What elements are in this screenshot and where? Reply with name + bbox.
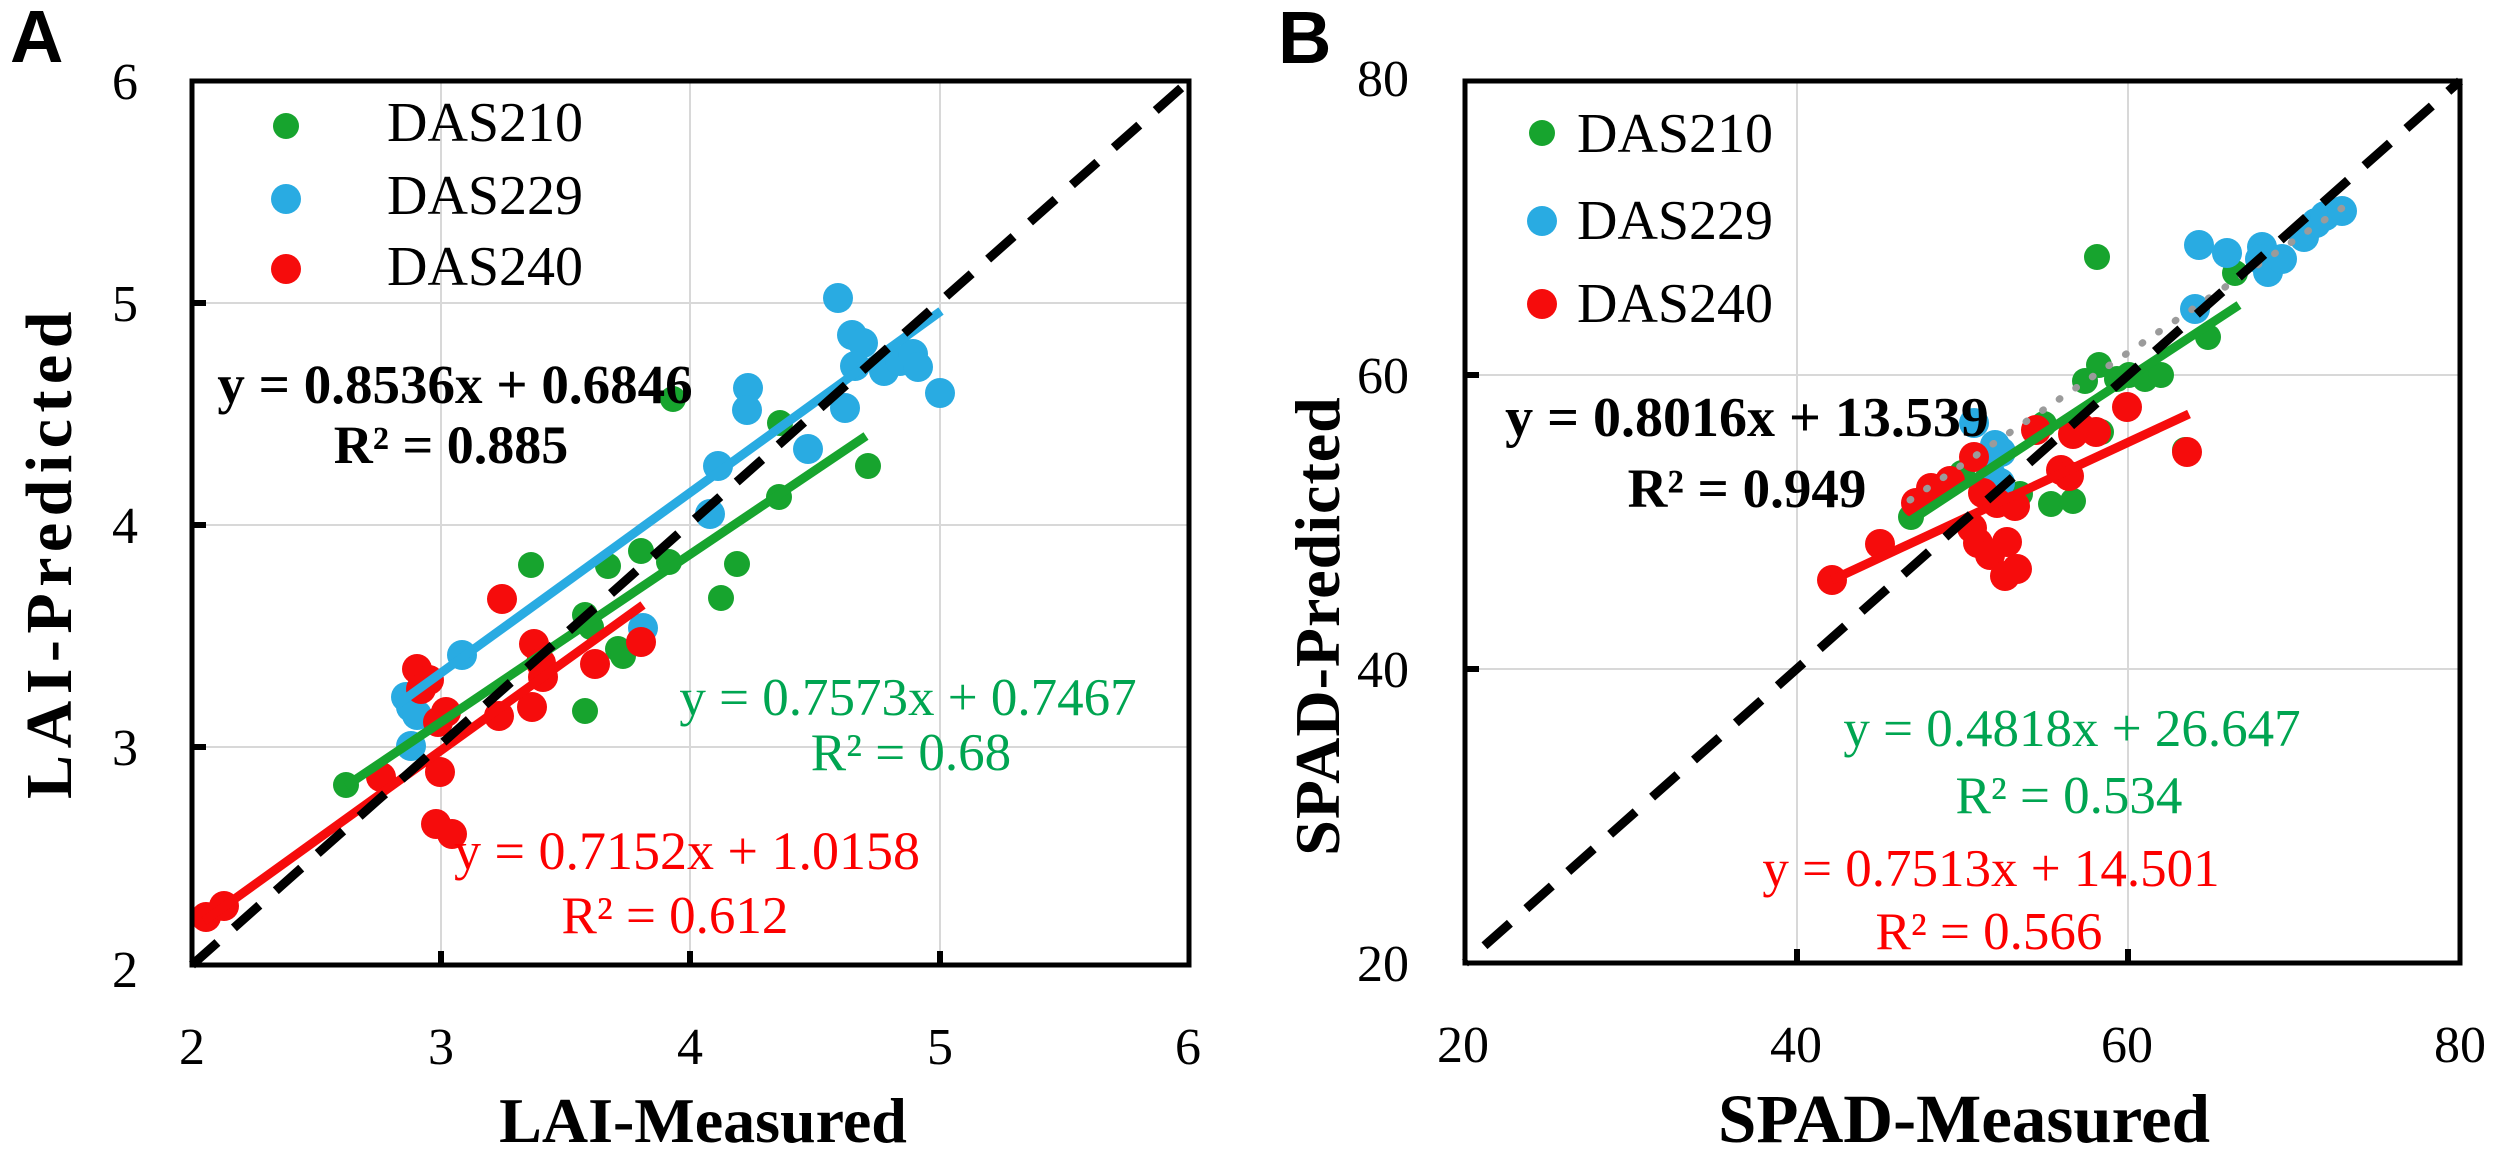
svg-text:R² = 0.566: R² = 0.566 <box>1876 903 2103 961</box>
svg-text:y = 0.8536x + 0.6846: y = 0.8536x + 0.6846 <box>217 354 692 415</box>
svg-text:60: 60 <box>2101 1017 2153 1074</box>
svg-text:SPAD-Measured: SPAD-Measured <box>1718 1081 2210 1155</box>
svg-text:DAS240: DAS240 <box>387 236 583 298</box>
svg-text:DAS210: DAS210 <box>1577 103 1773 165</box>
svg-text:LAI-Measured: LAI-Measured <box>499 1085 907 1155</box>
svg-text:y = 0.7513x + 14.501: y = 0.7513x + 14.501 <box>1762 840 2219 898</box>
svg-text:80: 80 <box>2434 1017 2486 1074</box>
svg-text:y = 0.7573x + 0.7467: y = 0.7573x + 0.7467 <box>679 669 1136 727</box>
svg-text:6: 6 <box>1175 1019 1201 1076</box>
svg-text:A: A <box>10 0 63 78</box>
svg-text:4: 4 <box>112 498 138 555</box>
svg-text:80: 80 <box>1357 51 1409 108</box>
svg-text:4: 4 <box>677 1019 703 1076</box>
svg-text:R² = 0.612: R² = 0.612 <box>562 887 789 945</box>
svg-text:2: 2 <box>112 942 138 999</box>
svg-text:20: 20 <box>1437 1017 1489 1074</box>
svg-text:DAS229: DAS229 <box>1577 190 1773 252</box>
svg-text:R² = 0.885: R² = 0.885 <box>334 415 568 475</box>
svg-text:y = 0.7152x + 1.0158: y = 0.7152x + 1.0158 <box>454 821 920 881</box>
svg-text:3: 3 <box>112 720 138 777</box>
svg-text:DAS229: DAS229 <box>387 165 583 227</box>
svg-text:B: B <box>1278 0 1331 79</box>
svg-text:LAI-Predicted: LAI-Predicted <box>13 305 86 799</box>
svg-text:R² = 0.68: R² = 0.68 <box>811 724 1011 782</box>
svg-text:6: 6 <box>112 54 138 111</box>
svg-text:SPAD-Predicted: SPAD-Predicted <box>1282 396 1353 856</box>
svg-text:DAS210: DAS210 <box>387 92 583 154</box>
svg-text:2: 2 <box>179 1019 205 1076</box>
svg-text:40: 40 <box>1357 642 1409 699</box>
svg-text:R² = 0.534: R² = 0.534 <box>1956 767 2183 825</box>
svg-text:DAS240: DAS240 <box>1577 273 1773 335</box>
svg-text:R² = 0.949: R² = 0.949 <box>1628 458 1867 519</box>
svg-text:5: 5 <box>112 276 138 333</box>
svg-text:20: 20 <box>1357 936 1409 993</box>
svg-text:y = 0.4818x + 26.647: y = 0.4818x + 26.647 <box>1843 700 2300 758</box>
svg-text:60: 60 <box>1357 348 1409 405</box>
svg-text:40: 40 <box>1770 1017 1822 1074</box>
svg-text:3: 3 <box>428 1019 454 1076</box>
svg-text:5: 5 <box>927 1019 953 1076</box>
svg-text:y = 0.8016x + 13.539: y = 0.8016x + 13.539 <box>1505 387 1989 449</box>
